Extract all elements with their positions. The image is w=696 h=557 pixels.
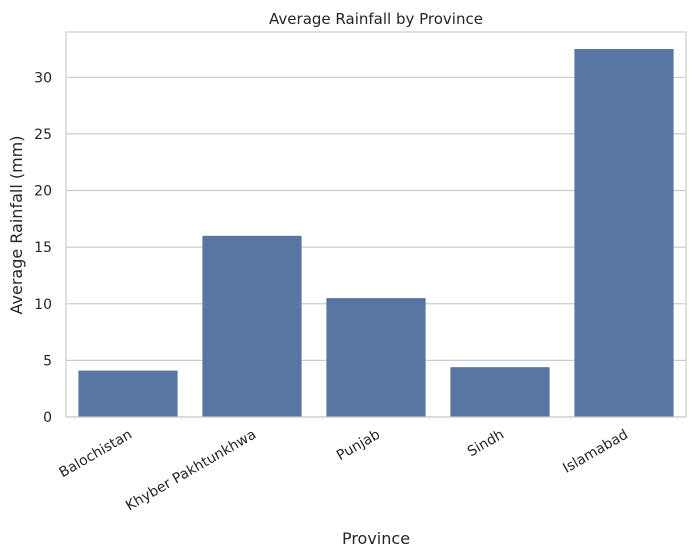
x-axis-label: Province	[342, 529, 410, 548]
y-tick-label: 25	[34, 127, 52, 143]
bar-khyber-pakhtunkhwa	[202, 235, 302, 417]
bar-balochistan	[78, 370, 178, 417]
y-tick-label: 5	[43, 353, 52, 369]
plot-frame	[65, 31, 687, 418]
y-tick-label: 0	[43, 410, 52, 426]
y-tick-label: 30	[34, 70, 52, 86]
y-tick-labels: 0 5 10 15 20 25 30	[34, 70, 52, 426]
y-axis-label: Average Rainfall (mm)	[7, 135, 26, 314]
bar-islamabad	[574, 48, 674, 418]
y-tick-label: 15	[34, 240, 52, 256]
bar-sindh	[450, 367, 550, 417]
bar-punjab	[326, 298, 426, 417]
y-tick-label: 10	[34, 297, 52, 313]
y-tick-label: 20	[34, 184, 52, 200]
chart-title: Average Rainfall by Province	[269, 10, 483, 28]
bars	[78, 48, 674, 418]
